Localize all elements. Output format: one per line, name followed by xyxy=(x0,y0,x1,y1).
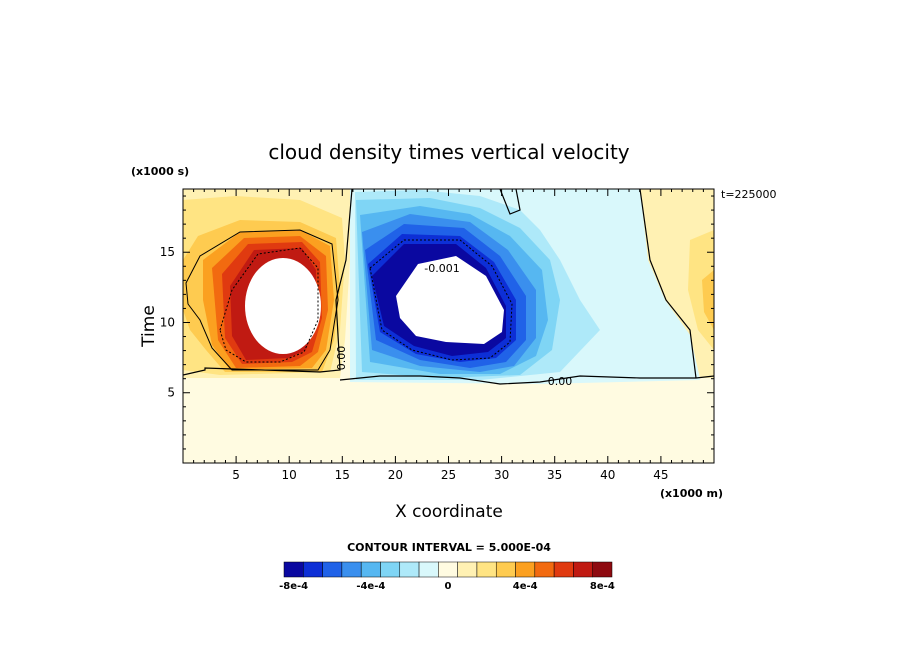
x-axis-ticks: 5 10 15 20 25 30 35 40 45 xyxy=(193,189,704,482)
colorbar-swatch xyxy=(418,561,439,578)
timestamp-label: t=225000 xyxy=(721,188,777,201)
x-tick-label: 35 xyxy=(547,468,562,482)
colorbar: -8e-4 -4e-4 0 4e-4 8e-4 xyxy=(279,561,615,592)
y-tick-label: 15 xyxy=(160,245,175,259)
colorbar-swatch xyxy=(283,561,304,578)
x-tick-label: 10 xyxy=(282,468,297,482)
colorbar-swatch xyxy=(553,561,574,578)
y-axis-ticks: 5 10 15 xyxy=(160,195,714,450)
colorbar-swatch xyxy=(495,561,516,578)
zero-contour xyxy=(183,189,714,385)
y-axis-label: Time xyxy=(139,305,159,348)
colorbar-swatch xyxy=(476,561,497,578)
chart-title: cloud density times vertical velocity xyxy=(268,140,629,164)
x-tick-label: 20 xyxy=(388,468,403,482)
colorbar-tick-label: 4e-4 xyxy=(513,581,538,592)
colorbar-swatch xyxy=(360,561,381,578)
x-tick-label: 15 xyxy=(335,468,350,482)
colorbar-swatch xyxy=(341,561,362,578)
contour-label-neg: -0.001 xyxy=(424,262,459,275)
colorbar-swatch xyxy=(573,561,593,578)
x-tick-label: 5 xyxy=(232,468,240,482)
x-tick-label: 45 xyxy=(653,468,668,482)
x-tick-label: 25 xyxy=(441,468,456,482)
contour-label-zero-left: 0.00 xyxy=(335,346,348,371)
colorbar-swatch xyxy=(592,561,613,578)
x-tick-label: 40 xyxy=(600,468,615,482)
colorbar-swatch xyxy=(515,561,536,578)
colorbar-swatch xyxy=(380,561,401,578)
contour-label-zero-bottom: 0.00 xyxy=(548,375,573,388)
y-units-label: (x1000 s) xyxy=(131,165,189,178)
y-tick-label: 5 xyxy=(167,386,175,400)
colorbar-swatch xyxy=(457,561,478,578)
colorbar-swatch xyxy=(534,561,555,578)
downdraft-region xyxy=(350,189,700,384)
colorbar-tick-label: -8e-4 xyxy=(279,581,308,592)
colorbar-tick-label: 8e-4 xyxy=(590,581,615,592)
colorbar-swatch xyxy=(399,561,420,578)
updraft-region xyxy=(183,189,350,378)
colorbar-swatch xyxy=(303,561,323,578)
colorbar-tick-label: -4e-4 xyxy=(356,581,385,592)
x-units-label: (x1000 m) xyxy=(660,487,723,500)
y-tick-label: 10 xyxy=(160,315,175,329)
right-edge-region xyxy=(640,189,714,378)
x-tick-label: 30 xyxy=(494,468,509,482)
colorbar-tick-label: 0 xyxy=(445,581,452,592)
x-axis-label: X coordinate xyxy=(395,502,503,522)
colorbar-swatch xyxy=(322,561,343,578)
field-layer xyxy=(183,189,714,463)
colorbar-swatch xyxy=(438,561,458,578)
contour-interval-label: CONTOUR INTERVAL = 5.000E-04 xyxy=(347,541,551,554)
